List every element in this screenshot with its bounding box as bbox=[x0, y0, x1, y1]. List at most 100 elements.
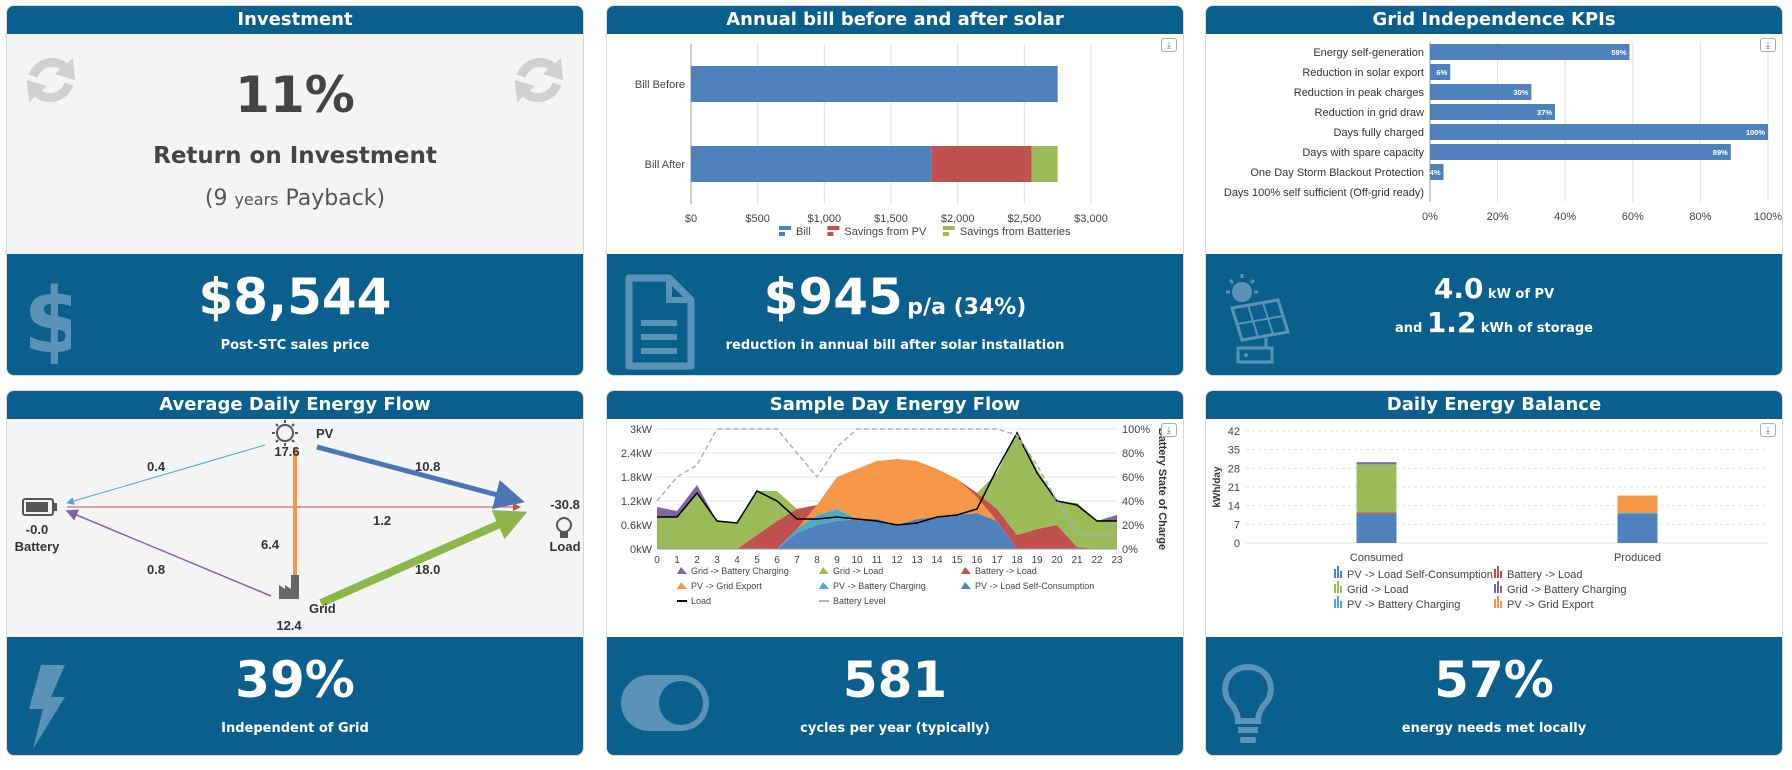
y-tick-label: 14 bbox=[1228, 501, 1240, 513]
flow-panel: Average Daily Energy Flow bbox=[6, 390, 584, 756]
kpi-bar bbox=[1430, 64, 1451, 80]
bar-grid-load bbox=[1356, 464, 1397, 513]
y-tick-label: 0 bbox=[1234, 538, 1240, 550]
y-tick-label: 1.2kW bbox=[621, 496, 653, 508]
bar-pv-load-self-consumption bbox=[1356, 513, 1397, 543]
kpi-value-label: 89% bbox=[1713, 148, 1728, 157]
kpi-value-label: 59% bbox=[1611, 48, 1626, 57]
legend-label: Load bbox=[691, 596, 711, 606]
investment-body: 11% Return on Investment (9 years Paybac… bbox=[7, 34, 583, 254]
refresh-icon bbox=[27, 57, 75, 103]
storage-value: 1.2 bbox=[1426, 306, 1477, 339]
legend-marker bbox=[827, 226, 840, 230]
kpi-label: Days with spare capacity bbox=[1302, 147, 1424, 159]
legend-label: PV -> Grid Export bbox=[1507, 599, 1594, 611]
y2-tick-label: 100% bbox=[1122, 424, 1150, 436]
kpi-value-label: 30% bbox=[1513, 88, 1528, 97]
pv-label: PV bbox=[316, 426, 334, 441]
x-tick-label: $1,000 bbox=[808, 213, 842, 225]
kpi-value-label: 6% bbox=[1436, 68, 1447, 77]
legend-marker bbox=[827, 232, 834, 236]
independence-value: 39% bbox=[235, 651, 355, 709]
y-tick-label: 28 bbox=[1228, 463, 1240, 475]
flow-diagram: PV 17.6 -0.0 Battery -30.8 Load Grid 12.… bbox=[15, 420, 581, 633]
legend-marker bbox=[1334, 569, 1336, 578]
sales-price-label: Post-STC sales price bbox=[220, 338, 370, 353]
balance-panel: Daily Energy Balance ⤓ 0 7 14 21 28 35 42 kWh/d… bbox=[1205, 390, 1783, 756]
category-label: Produced bbox=[1614, 552, 1661, 564]
kpi-label: Reduction in grid draw bbox=[1315, 107, 1425, 119]
legend-marker bbox=[779, 232, 785, 236]
pv-line: 4.0 kW of PV bbox=[1206, 272, 1782, 305]
pv-value: 17.6 bbox=[274, 444, 299, 459]
legend-marker bbox=[819, 582, 829, 589]
bill-savings-unit: p/a (34%) bbox=[907, 295, 1027, 320]
local-footer: 57% energy needs met locally bbox=[1206, 637, 1782, 755]
bar-pv-load-self-consumption bbox=[1617, 513, 1658, 543]
x-tick-label: 9 bbox=[834, 555, 840, 566]
bill-chart-area: ⤓ $0 $500 $1,000 $1,500 $2,000 $2,500 $3,000 Bi… bbox=[607, 34, 1183, 254]
y-tick-label: 42 bbox=[1228, 426, 1240, 438]
balance-title: Daily Energy Balance bbox=[1206, 391, 1782, 419]
independence-footer: 39% Independent of Grid bbox=[7, 637, 583, 755]
y-tick-label: 21 bbox=[1228, 482, 1240, 494]
legend-marker bbox=[1494, 584, 1496, 593]
x-tick-label: 16 bbox=[971, 555, 983, 566]
cycles-value: 581 bbox=[842, 651, 948, 709]
toggle-icon bbox=[621, 675, 709, 731]
x-tick-label: 6 bbox=[774, 555, 780, 566]
kpi-value-label: 4% bbox=[1430, 168, 1441, 177]
area-pv-load-self-consumption bbox=[657, 513, 1117, 549]
pv-load-edge bbox=[316, 444, 525, 510]
legend-marker bbox=[942, 226, 955, 230]
area-pv-grid-export bbox=[657, 459, 1117, 549]
line-battery-level bbox=[656, 428, 1117, 536]
legend-label: Battery -> Load bbox=[1507, 569, 1583, 581]
x-tick-label: 12 bbox=[891, 555, 903, 566]
roi-label: Return on Investment bbox=[153, 143, 437, 169]
kpi-bar bbox=[1430, 124, 1768, 140]
kpi-value-label: 37% bbox=[1537, 108, 1552, 117]
grid-load-edge bbox=[319, 510, 528, 607]
download-icon[interactable]: ⤓ bbox=[1760, 38, 1776, 52]
y-tick-label: 2.4kW bbox=[621, 448, 653, 460]
lightning-icon bbox=[29, 665, 65, 749]
download-icon[interactable]: ⤓ bbox=[1760, 423, 1776, 437]
kpi-label: One Day Storm Blackout Protection bbox=[1250, 167, 1424, 179]
sales-price: $8,544 bbox=[198, 268, 392, 326]
investment-title: Investment bbox=[7, 6, 583, 34]
y-tick-label: 0.6kW bbox=[621, 520, 653, 532]
x-tick-label: 20 bbox=[1051, 555, 1063, 566]
x-tick-label: 0 bbox=[654, 555, 660, 566]
balance-chart-area: ⤓ 0 7 14 21 28 35 42 kWh/day Consumed Produced PV … bbox=[1206, 419, 1782, 637]
x-tick-label: 22 bbox=[1091, 555, 1103, 566]
bill-panel: Annual bill before and after solar ⤓ $0 $… bbox=[606, 5, 1184, 376]
legend-marker bbox=[677, 567, 687, 574]
legend-label: Grid -> Battery Charging bbox=[691, 566, 789, 576]
pv-battery-edge bbox=[66, 444, 266, 505]
x-tick-label: 100% bbox=[1754, 211, 1782, 223]
area-grid-load bbox=[657, 431, 1117, 549]
bill-savings-value: $945 bbox=[763, 268, 903, 326]
load-value: -30.8 bbox=[550, 497, 580, 512]
x-tick-label: 40% bbox=[1554, 211, 1576, 223]
line-load bbox=[657, 431, 1117, 526]
x-tick-label: 1 bbox=[674, 555, 680, 566]
download-icon[interactable]: ⤓ bbox=[1161, 38, 1177, 52]
x-tick-label: 18 bbox=[1011, 555, 1023, 566]
kpi-value-label: 100% bbox=[1746, 128, 1766, 137]
y-tick-label: 1.8kW bbox=[621, 472, 653, 484]
bill-footer: $945 p/a (34%) reduction in annual bill … bbox=[607, 254, 1183, 375]
x-tick-label: 19 bbox=[1031, 555, 1043, 566]
legend-marker bbox=[1340, 586, 1342, 593]
storage-prefix: and bbox=[1395, 321, 1423, 336]
x-tick-label: 2 bbox=[694, 555, 700, 566]
y-tick-label: 35 bbox=[1228, 445, 1240, 457]
battery-icon bbox=[22, 498, 57, 516]
download-icon[interactable]: ⤓ bbox=[1161, 423, 1177, 437]
y-tick-label: 3kW bbox=[630, 424, 653, 436]
bill-chart: $0 $500 $1,000 $1,500 $2,000 $2,500 $3,000 Bill… bbox=[635, 44, 1108, 238]
legend-label: PV -> Load Self-Consumption bbox=[975, 581, 1094, 591]
kpi-bar bbox=[1430, 84, 1532, 100]
storage-line: and 1.2 kWh of storage bbox=[1206, 306, 1782, 339]
